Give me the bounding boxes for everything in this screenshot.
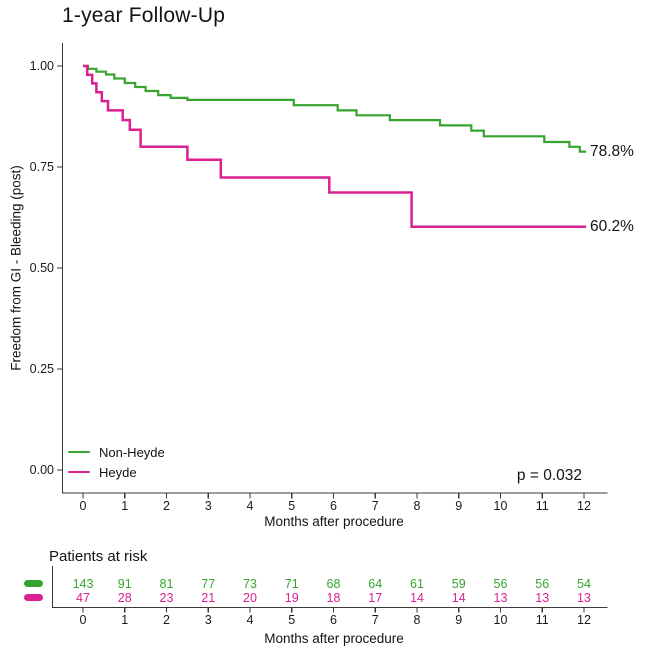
- x-tick-label: 0: [79, 499, 87, 513]
- risk-count-heyde: 13: [493, 591, 508, 605]
- risk-x-axis-title: Months after procedure: [264, 631, 404, 646]
- x-tick-label: 10: [493, 499, 508, 513]
- risk-count-non-heyde: 143: [72, 577, 94, 591]
- risk-count-non-heyde: 71: [284, 577, 299, 591]
- risk-count-heyde: 14: [451, 591, 466, 605]
- x-tick-label: 5: [288, 499, 296, 513]
- risk-count-heyde: 13: [535, 591, 550, 605]
- chart-title: 1-year Follow-Up: [62, 4, 226, 27]
- risk-swatch-heyde-icon: [24, 594, 43, 601]
- risk-x-tick-label: 8: [413, 612, 421, 627]
- legend-line-non-heyde-icon: [68, 450, 90, 454]
- risk-x-tick-label: 7: [371, 612, 379, 627]
- end-label-non-heyde: 78.8%: [590, 143, 634, 160]
- legend-line-heyde-icon: [68, 470, 90, 474]
- risk-count-non-heyde: 61: [410, 577, 424, 591]
- risk-count-heyde: 19: [284, 591, 299, 605]
- risk-x-tick-label: 9: [455, 612, 463, 627]
- risk-count-heyde: 14: [410, 591, 424, 605]
- x-tick-label: 7: [371, 499, 379, 513]
- risk-count-non-heyde: 81: [159, 577, 174, 591]
- risk-count-heyde: 20: [243, 591, 257, 605]
- x-tick-label: 8: [413, 499, 421, 513]
- y-tick-label: 0.25: [29, 361, 54, 376]
- risk-x-tick-label: 12: [577, 612, 591, 627]
- risk-count-heyde: 13: [577, 591, 591, 605]
- p-value-annotation: p = 0.032: [516, 467, 582, 484]
- risk-x-tick-label: 11: [535, 612, 549, 627]
- x-tick-label: 11: [535, 499, 549, 513]
- legend-item-non-heyde: Non-Heyde: [68, 444, 165, 460]
- km-curve-non-heyde: [83, 64, 587, 153]
- km-curve-heyde: [83, 64, 587, 229]
- risk-x-tick-label: 5: [288, 612, 296, 627]
- risk-count-non-heyde: 56: [493, 577, 508, 591]
- x-axis-title: Months after procedure: [264, 514, 404, 529]
- risk-x-tick-label: 3: [204, 612, 212, 627]
- y-tick-label: 0.00: [29, 462, 54, 477]
- risk-x-tick-label: 2: [163, 612, 170, 627]
- risk-x-tick-label: 6: [330, 612, 337, 627]
- end-label-heyde: 60.2%: [590, 218, 634, 235]
- risk-x-tick-label: 0: [79, 612, 87, 627]
- risk-count-non-heyde: 64: [368, 577, 383, 591]
- x-tick-label: 6: [330, 499, 337, 513]
- y-tick-label: 1.00: [29, 58, 54, 73]
- x-tick-label: 9: [455, 499, 463, 513]
- x-tick-label: 12: [577, 499, 591, 513]
- x-tick-label: 3: [204, 499, 212, 513]
- risk-count-heyde: 17: [368, 591, 383, 605]
- risk-table-title: Patients at risk: [49, 548, 148, 565]
- y-tick-label: 0.50: [29, 260, 54, 275]
- legend-label-heyde: Heyde: [99, 464, 137, 480]
- risk-count-heyde: 47: [76, 591, 90, 605]
- risk-count-non-heyde: 54: [577, 577, 591, 591]
- risk-x-tick-label: 1: [121, 612, 129, 627]
- legend-item-heyde: Heyde: [68, 464, 137, 480]
- x-tick-label: 1: [121, 499, 129, 513]
- risk-count-non-heyde: 77: [201, 577, 216, 591]
- x-tick-label: 2: [163, 499, 170, 513]
- risk-swatch-non-heyde-icon: [24, 580, 43, 587]
- x-tick-label: 4: [246, 499, 254, 513]
- legend-label-non-heyde: Non-Heyde: [99, 444, 165, 460]
- risk-count-heyde: 18: [326, 591, 341, 605]
- risk-count-heyde: 23: [159, 591, 174, 605]
- risk-count-non-heyde: 73: [243, 577, 257, 591]
- risk-count-heyde: 28: [117, 591, 132, 605]
- risk-count-non-heyde: 68: [326, 577, 341, 591]
- risk-count-non-heyde: 56: [535, 577, 550, 591]
- risk-x-tick-label: 10: [493, 612, 508, 627]
- risk-x-tick-label: 4: [246, 612, 254, 627]
- y-tick-label: 0.75: [29, 159, 54, 174]
- risk-count-heyde: 21: [201, 591, 216, 605]
- risk-count-non-heyde: 59: [451, 577, 466, 591]
- risk-count-non-heyde: 91: [117, 577, 132, 591]
